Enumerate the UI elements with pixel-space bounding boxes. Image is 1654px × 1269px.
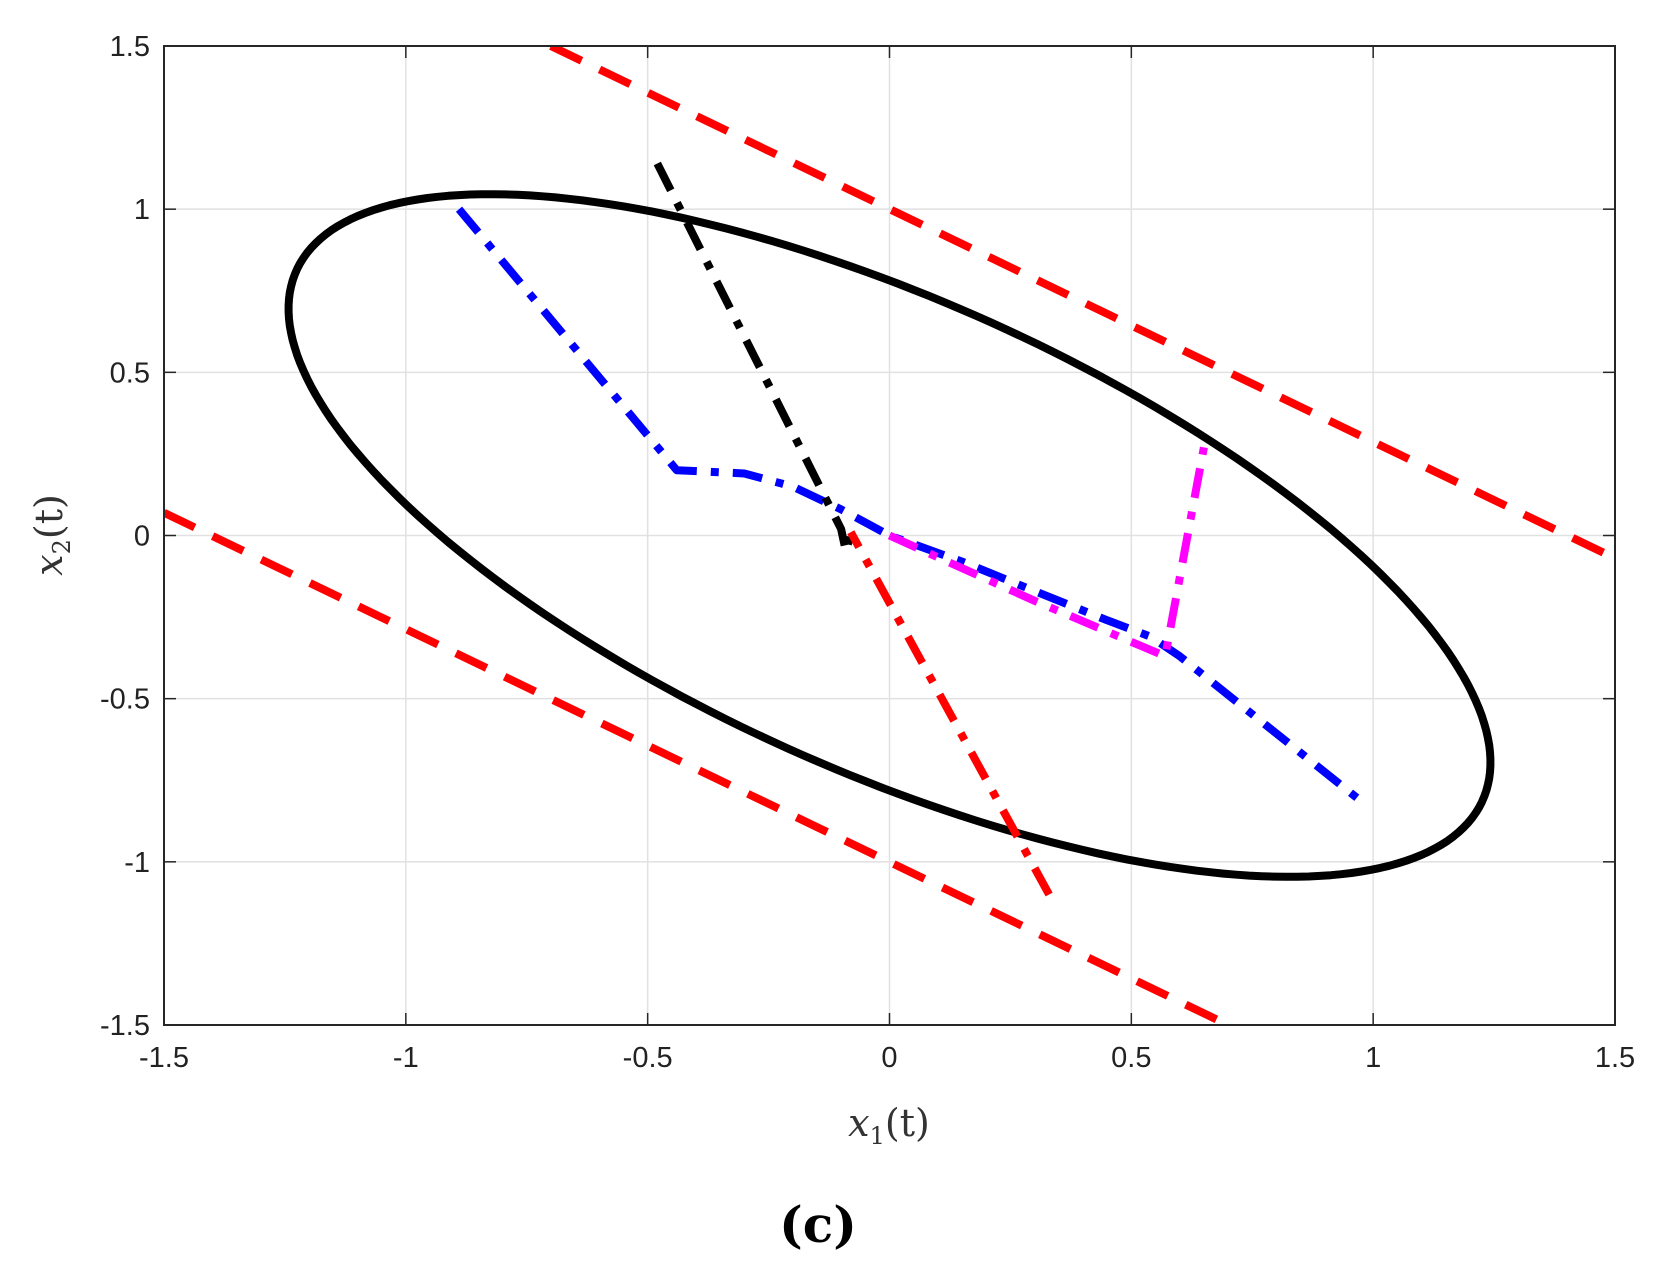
x-tick-label: -1	[393, 1042, 419, 1074]
y-tick-label: -1.5	[100, 1010, 150, 1042]
x-tick-label: 0	[881, 1042, 897, 1074]
y-tick-label: -1	[124, 847, 150, 879]
y-tick-label: 1.5	[110, 31, 150, 63]
black-dashdot-series-4	[653, 161, 855, 556]
ellipse-boundary	[284, 190, 1495, 881]
y-tick-label: 0.5	[110, 357, 150, 389]
y-tick-labels: -1.5 -1 -0.5 0 0.5 1 1.5	[100, 31, 150, 1042]
x-axis-label: x1(t)	[848, 1101, 930, 1150]
x-axis-label-arg: (t)	[885, 1101, 930, 1145]
red-dashdot-series-5	[847, 530, 1053, 897]
y-axis-label: x2(t)	[27, 494, 76, 576]
blue-dashdot-series-3	[455, 206, 1366, 807]
series-layer	[164, 46, 1615, 1025]
y-tick-label: 1	[134, 194, 150, 226]
red-dashed-series-0	[549, 46, 1615, 562]
x-tick-label: 0.5	[1111, 1042, 1151, 1074]
plot-frame	[163, 45, 1616, 1026]
y-tick-label: -0.5	[100, 684, 150, 716]
x-tick-label: -1.5	[139, 1042, 189, 1074]
red-dashed-series-1	[164, 509, 1230, 1025]
x-tick-label: 1.5	[1595, 1042, 1635, 1074]
x-axis-label-sub: 1	[870, 1122, 885, 1150]
y-axis-label-sub: 2	[48, 539, 76, 554]
x-tick-label: 1	[1365, 1042, 1381, 1074]
y-tick-label: 0	[134, 521, 150, 553]
magenta-dashdot-series-6	[887, 446, 1208, 661]
y-axis-label-base: x	[27, 554, 71, 575]
x-axis-label-base: x	[848, 1101, 869, 1145]
y-axis-label-arg: (t)	[27, 494, 71, 539]
panel-label: (c)	[779, 1195, 857, 1254]
x-tick-labels: -1.5 -1 -0.5 0 0.5 1 1.5	[139, 1042, 1635, 1074]
x-tick-label: -0.5	[623, 1042, 673, 1074]
